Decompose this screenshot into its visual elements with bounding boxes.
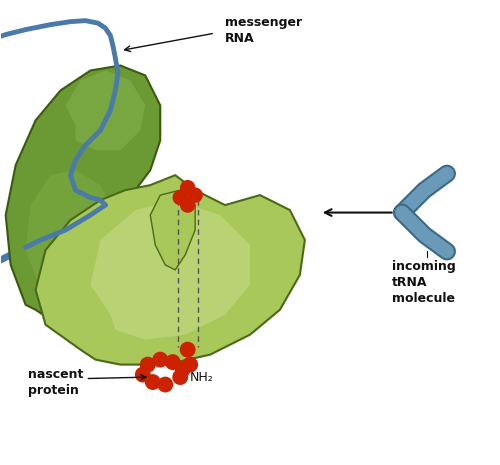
Polygon shape <box>36 175 305 365</box>
Text: NH₂: NH₂ <box>190 371 214 384</box>
Polygon shape <box>66 71 146 150</box>
Circle shape <box>183 358 198 372</box>
Circle shape <box>180 181 194 195</box>
Polygon shape <box>26 170 116 300</box>
Circle shape <box>188 188 202 202</box>
Circle shape <box>140 358 155 372</box>
Circle shape <box>166 355 180 369</box>
Circle shape <box>153 352 168 367</box>
Polygon shape <box>150 190 195 270</box>
Circle shape <box>173 370 188 384</box>
Circle shape <box>136 367 150 382</box>
Polygon shape <box>90 200 250 339</box>
Circle shape <box>146 375 160 389</box>
Polygon shape <box>6 66 160 330</box>
Circle shape <box>176 362 190 377</box>
Circle shape <box>158 377 172 392</box>
Circle shape <box>173 191 187 205</box>
Circle shape <box>180 198 194 212</box>
Circle shape <box>180 342 195 357</box>
Text: nascent
protein: nascent protein <box>28 367 84 397</box>
Text: incoming
tRNA
molecule: incoming tRNA molecule <box>392 260 456 305</box>
Text: messenger
RNA: messenger RNA <box>225 16 302 45</box>
